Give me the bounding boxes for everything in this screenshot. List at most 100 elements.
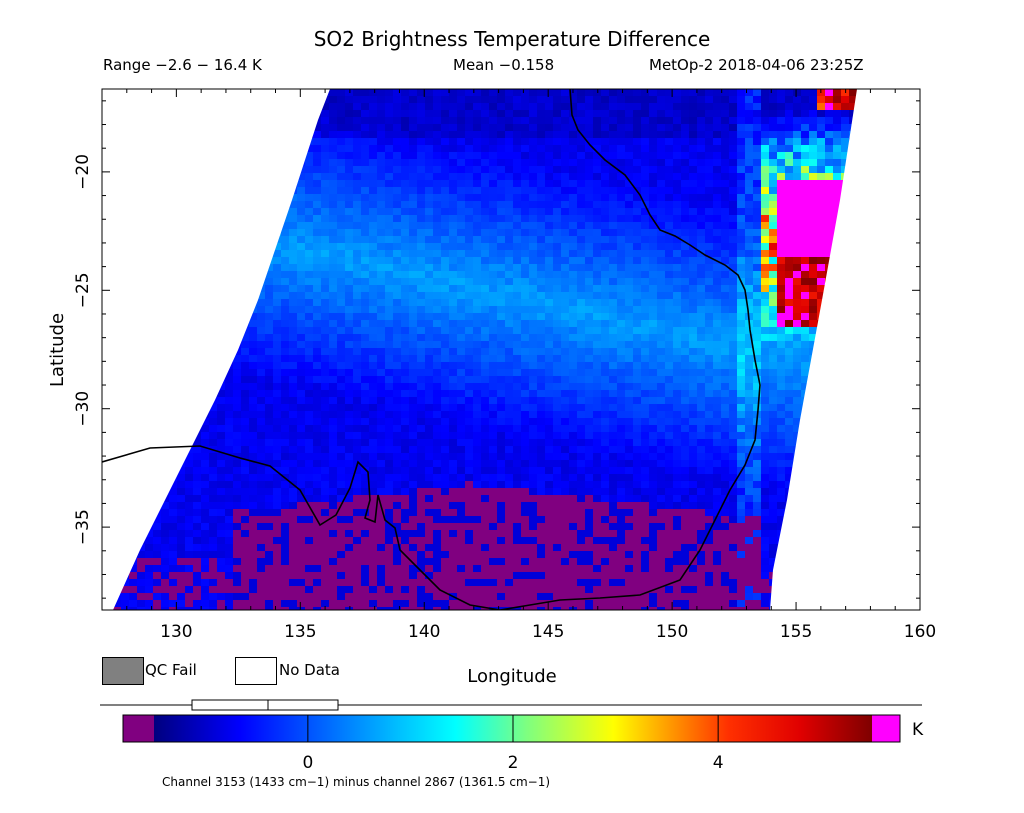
swath-pixel [393,439,401,446]
swath-pixel [329,208,337,215]
swath-pixel [473,152,481,159]
swath-pixel [369,229,377,236]
swath-pixel [457,145,465,152]
swath-pixel [777,355,785,362]
swath-pixel [321,131,329,138]
swath-pixel [521,152,529,159]
swath-pixel [449,208,457,215]
swath-pixel [729,131,737,138]
swath-pixel [505,418,513,425]
swath-pixel [697,201,705,208]
swath-pixel [481,173,489,180]
swath-pixel [665,320,673,327]
swath-pixel [401,446,409,453]
swath-pixel [257,138,265,145]
swath-pixel [137,222,145,229]
swath-pixel [825,348,833,355]
swath-pixel [817,166,825,173]
swath-pixel [305,257,313,264]
swath-pixel [753,320,761,327]
swath-pixel [465,257,473,264]
swath-pixel [713,299,721,306]
swath-pixel [833,432,841,439]
swath-pixel [417,439,425,446]
swath-pixel [473,362,481,369]
swath-pixel [841,201,849,208]
swath-pixel [497,257,505,264]
swath-pixel [801,117,809,124]
swath-pixel [473,313,481,320]
swath-pixel [313,236,321,243]
swath-pixel [449,215,457,222]
swath-pixel [241,313,249,320]
swath-pixel [409,208,417,215]
swath-pixel [681,131,689,138]
swath-pixel [529,334,537,341]
swath-pixel [593,117,601,124]
swath-pixel [497,453,505,460]
swath-pixel [121,138,129,145]
swath-pixel [105,117,113,124]
swath-pixel [177,215,185,222]
swath-pixel [753,264,761,271]
swath-pixel [153,404,161,411]
swath-pixel [713,110,721,117]
swath-pixel [345,194,353,201]
swath-pixel [353,446,361,453]
swath-pixel [281,110,289,117]
swath-pixel [257,362,265,369]
swath-pixel [257,376,265,383]
swath-pixel [569,425,577,432]
swath-pixel [593,187,601,194]
swath-pixel [513,229,521,236]
swath-pixel [377,453,385,460]
swath-pixel [505,236,513,243]
swath-pixel [689,313,697,320]
swath-pixel [209,201,217,208]
swath-pixel [105,299,113,306]
swath-pixel [209,117,217,124]
swath-pixel [361,243,369,250]
swath-pixel [721,334,729,341]
swath-pixel [145,180,153,187]
swath-pixel [809,103,817,110]
swath-pixel [225,313,233,320]
swath-pixel [705,306,713,313]
swath-pixel [393,292,401,299]
swath-pixel [825,390,833,397]
swath-pixel [833,103,841,110]
swath-pixel [761,194,769,201]
swath-pixel [449,341,457,348]
swath-pixel [161,313,169,320]
swath-pixel [441,362,449,369]
swath-pixel [153,257,161,264]
swath-pixel [169,152,177,159]
swath-pixel [713,348,721,355]
swath-pixel [193,257,201,264]
swath-pixel [337,355,345,362]
swath-pixel [665,215,673,222]
swath-pixel [657,187,665,194]
swath-pixel [193,411,201,418]
swath-pixel [377,320,385,327]
swath-pixel [705,299,713,306]
swath-pixel [177,432,185,439]
swath-pixel [513,446,521,453]
swath-pixel [273,390,281,397]
swath-pixel [569,236,577,243]
swath-pixel [577,278,585,285]
swath-pixel [337,180,345,187]
swath-pixel [545,117,553,124]
swath-pixel [305,201,313,208]
swath-pixel [793,334,801,341]
swath-pixel [113,110,121,117]
swath-pixel [265,201,273,208]
swath-pixel [801,292,809,299]
swath-pixel [681,180,689,187]
swath-pixel [273,299,281,306]
swath-pixel [457,208,465,215]
swath-pixel [657,194,665,201]
swath-pixel [593,194,601,201]
swath-pixel [105,292,113,299]
swath-pixel [625,229,633,236]
